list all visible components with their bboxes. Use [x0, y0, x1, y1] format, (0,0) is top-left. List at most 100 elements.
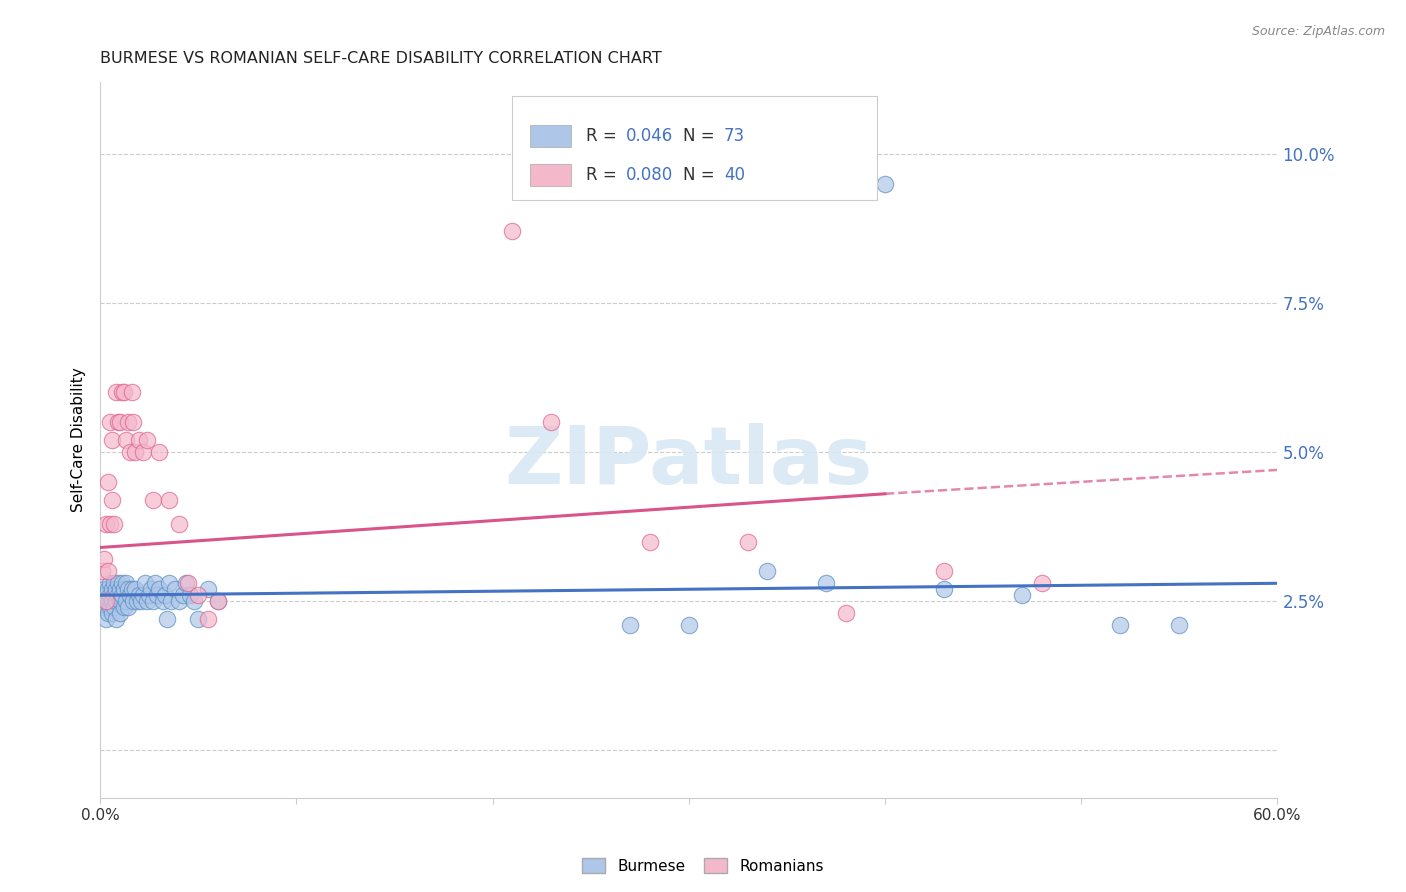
- Point: [98, 576, 121, 591]
- Point: [138, 588, 160, 602]
- Point: [835, 606, 858, 620]
- Point: [112, 385, 135, 400]
- Point: [108, 594, 131, 608]
- Point: [128, 433, 150, 447]
- Point: [104, 594, 127, 608]
- Point: [101, 594, 124, 608]
- Point: [98, 516, 121, 531]
- FancyBboxPatch shape: [530, 164, 571, 186]
- FancyBboxPatch shape: [530, 125, 571, 146]
- Point: [103, 600, 125, 615]
- Point: [111, 576, 134, 591]
- Point: [176, 576, 198, 591]
- Text: 0.080: 0.080: [626, 166, 673, 184]
- Point: [121, 582, 143, 597]
- Point: [101, 606, 124, 620]
- Point: [93, 582, 115, 597]
- Point: [103, 516, 125, 531]
- Point: [157, 492, 180, 507]
- Point: [94, 588, 117, 602]
- Point: [114, 594, 136, 608]
- Point: [207, 594, 229, 608]
- Text: N =: N =: [683, 166, 720, 184]
- Point: [103, 588, 125, 602]
- Point: [128, 588, 150, 602]
- Point: [540, 415, 562, 429]
- Point: [93, 552, 115, 566]
- Point: [112, 582, 135, 597]
- Point: [98, 600, 121, 615]
- Point: [737, 534, 759, 549]
- Point: [148, 582, 170, 597]
- Point: [117, 415, 139, 429]
- Point: [101, 492, 124, 507]
- Point: [167, 516, 190, 531]
- Point: [619, 618, 641, 632]
- Point: [122, 415, 145, 429]
- Point: [143, 576, 166, 591]
- Point: [207, 594, 229, 608]
- Point: [97, 582, 120, 597]
- Point: [124, 445, 146, 459]
- Point: [122, 594, 145, 608]
- Point: [112, 600, 135, 615]
- Text: 40: 40: [724, 166, 745, 184]
- Text: 0.046: 0.046: [626, 127, 673, 145]
- Point: [1109, 618, 1132, 632]
- Point: [127, 594, 149, 608]
- Text: 73: 73: [724, 127, 745, 145]
- Point: [187, 612, 209, 626]
- Point: [118, 445, 141, 459]
- Point: [107, 415, 129, 429]
- Text: R =: R =: [586, 127, 623, 145]
- Point: [932, 582, 955, 597]
- Point: [136, 433, 159, 447]
- Point: [167, 594, 190, 608]
- Point: [93, 600, 115, 615]
- Point: [197, 612, 219, 626]
- Point: [501, 224, 523, 238]
- Point: [131, 594, 153, 608]
- Point: [142, 594, 165, 608]
- Point: [197, 582, 219, 597]
- Point: [124, 582, 146, 597]
- Point: [104, 582, 127, 597]
- Point: [132, 588, 155, 602]
- Point: [1011, 588, 1033, 602]
- Point: [108, 582, 131, 597]
- Point: [114, 576, 136, 591]
- Point: [136, 594, 159, 608]
- FancyBboxPatch shape: [512, 96, 877, 201]
- Point: [121, 385, 143, 400]
- Point: [179, 588, 201, 602]
- Point: [153, 588, 176, 602]
- Point: [1031, 576, 1053, 591]
- Point: [107, 588, 129, 602]
- Point: [108, 415, 131, 429]
- Point: [94, 612, 117, 626]
- Text: R =: R =: [586, 166, 623, 184]
- Point: [94, 600, 117, 615]
- Point: [91, 565, 114, 579]
- Point: [97, 475, 120, 489]
- Point: [108, 606, 131, 620]
- Point: [103, 576, 125, 591]
- Legend: Burmese, Romanians: Burmese, Romanians: [576, 852, 830, 880]
- Point: [156, 612, 179, 626]
- Point: [183, 594, 205, 608]
- Point: [114, 433, 136, 447]
- Point: [177, 576, 200, 591]
- Point: [638, 534, 661, 549]
- Point: [111, 588, 134, 602]
- Point: [111, 385, 134, 400]
- Point: [118, 588, 141, 602]
- Text: Source: ZipAtlas.com: Source: ZipAtlas.com: [1251, 25, 1385, 38]
- Point: [139, 582, 162, 597]
- Point: [756, 565, 779, 579]
- Point: [97, 594, 120, 608]
- Point: [117, 600, 139, 615]
- Point: [104, 385, 127, 400]
- Text: N =: N =: [683, 127, 720, 145]
- Point: [146, 588, 169, 602]
- Point: [157, 576, 180, 591]
